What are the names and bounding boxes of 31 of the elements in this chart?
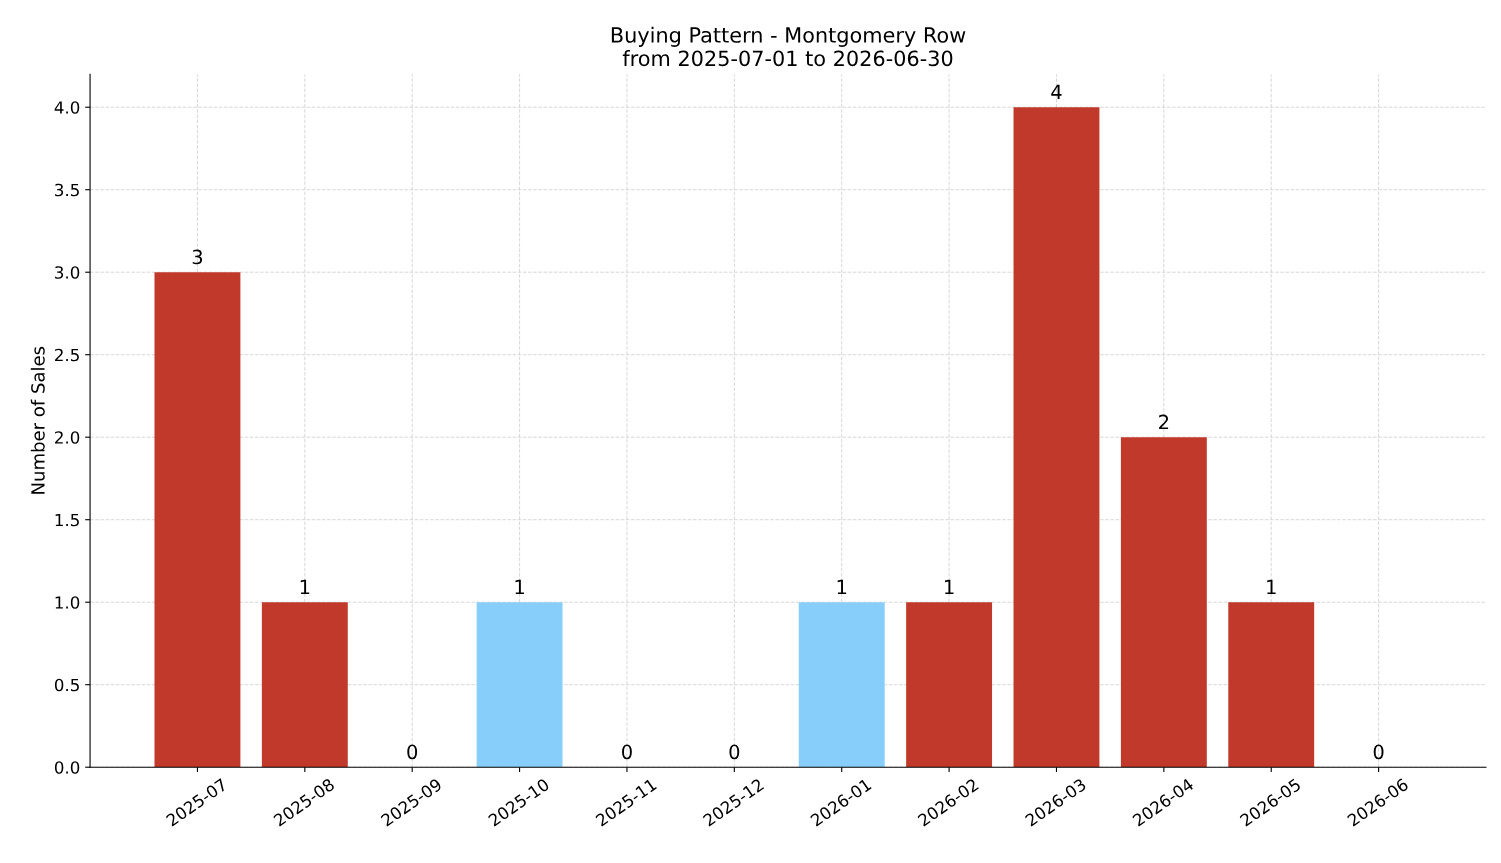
y-axis-title: Number of Sales <box>30 346 45 494</box>
bar <box>798 602 885 768</box>
y-tick-label: 3.0 <box>55 266 80 279</box>
bar <box>261 602 348 768</box>
y-tick-label: 1.0 <box>55 596 80 609</box>
y-tick-label: 0.5 <box>54 678 79 692</box>
bar <box>1013 107 1100 768</box>
data-label: 3 <box>192 249 203 265</box>
bar <box>1228 602 1315 768</box>
y-tick-label: 2.5 <box>55 348 79 362</box>
y-tick-label: 1.5 <box>55 513 79 527</box>
chart-title: Buying Pattern - Montgomery Row from 2025-07-01 to 2026-06-30 <box>611 26 966 67</box>
y-tick-label: 2.0 <box>55 431 80 444</box>
data-label: 0 <box>1373 744 1384 760</box>
data-label: 1 <box>837 579 847 594</box>
bar <box>476 602 563 768</box>
y-tick-label: 0.0 <box>54 761 80 774</box>
y-tick-label: 3.5 <box>55 183 79 197</box>
bar <box>906 602 993 768</box>
data-label: 1 <box>515 579 524 594</box>
data-label: 0 <box>729 744 740 760</box>
data-label: 2 <box>1159 414 1169 429</box>
bar <box>154 272 241 768</box>
data-label: 0 <box>622 744 632 760</box>
data-label: 1 <box>945 579 954 594</box>
bar <box>1120 437 1207 768</box>
data-label: 1 <box>300 579 310 594</box>
y-tick-label: 4.0 <box>54 101 80 114</box>
data-label: 1 <box>1267 579 1276 594</box>
data-label: 4 <box>1051 84 1062 100</box>
data-label: 0 <box>407 744 418 760</box>
